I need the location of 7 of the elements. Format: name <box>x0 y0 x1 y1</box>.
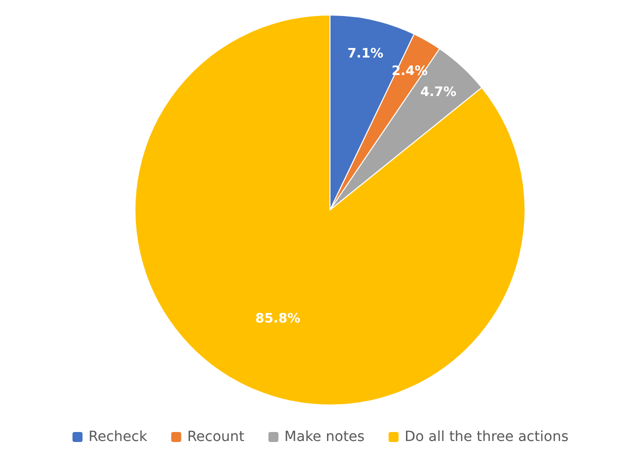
legend-label: Recheck <box>88 429 148 445</box>
data-label: 7.1% <box>347 46 384 62</box>
legend-label: Recount <box>187 429 245 445</box>
legend-label: Make notes <box>284 429 365 445</box>
data-label: 4.7% <box>420 84 456 100</box>
data-label: 85.8% <box>255 312 300 327</box>
legend-label: Do all the three actions <box>404 429 568 445</box>
